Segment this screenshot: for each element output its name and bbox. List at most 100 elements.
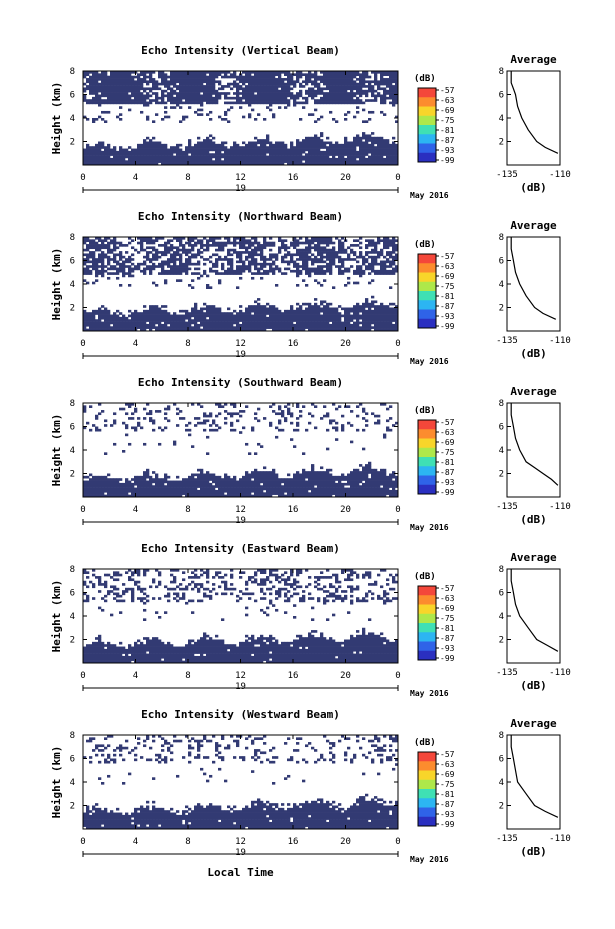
echo-cell — [209, 328, 213, 332]
echo-cell — [248, 115, 252, 119]
echo-cell — [380, 314, 384, 318]
echo-cell — [173, 75, 177, 79]
echo-cell — [290, 162, 294, 166]
echo-cell — [377, 312, 381, 315]
echo-cell — [275, 71, 279, 74]
echo-cell — [275, 319, 279, 322]
echo-cell — [128, 85, 132, 88]
echo-cell — [137, 148, 141, 152]
avg-x-tick-label: -135 — [496, 170, 518, 180]
echo-cell — [110, 424, 114, 427]
echo-cell — [116, 71, 120, 74]
echo-cell — [119, 258, 123, 261]
echo-cell — [164, 251, 168, 254]
echo-cell — [341, 160, 345, 163]
echo-cell — [263, 99, 267, 102]
echo-cell — [197, 153, 201, 156]
echo-cell — [176, 267, 180, 271]
echo-cell — [197, 241, 201, 245]
echo-cell — [377, 150, 381, 154]
echo-cell — [221, 153, 225, 156]
echo-cell — [311, 75, 315, 79]
echo-cell — [380, 153, 384, 156]
echo-cell — [137, 157, 141, 161]
echo-cell — [356, 272, 360, 275]
echo-cell — [125, 492, 129, 495]
echo-cell — [374, 99, 378, 102]
echo-cell — [281, 319, 285, 322]
echo-cell — [227, 153, 231, 156]
echo-cell — [323, 314, 327, 318]
echo-cell — [227, 162, 231, 166]
echo-cell — [122, 80, 126, 84]
echo-cell — [272, 99, 276, 102]
echo-cell — [164, 426, 168, 430]
echo-cell — [95, 323, 99, 327]
echo-cell — [341, 99, 345, 102]
echo-cell — [386, 157, 390, 161]
echo-cell — [350, 101, 354, 105]
echo-cell — [284, 85, 288, 88]
echo-cell — [353, 307, 357, 311]
echo-cell — [374, 255, 378, 259]
echo-cell — [200, 157, 204, 161]
echo-cell — [347, 146, 351, 149]
echo-cell — [383, 241, 387, 245]
echo-cell — [281, 239, 285, 242]
echo-cell — [128, 101, 132, 105]
echo-cell — [311, 326, 315, 329]
echo-cell — [128, 269, 132, 273]
echo-cell — [155, 82, 159, 86]
echo-cell — [89, 71, 93, 74]
echo-cell — [356, 71, 360, 74]
echo-cell — [188, 248, 192, 252]
echo-cell — [143, 478, 147, 481]
echo-cell — [266, 269, 270, 273]
echo-cell — [263, 262, 267, 266]
echo-cell — [104, 319, 108, 322]
echo-cell — [188, 260, 192, 264]
echo-cell — [143, 326, 147, 329]
echo-cell — [95, 87, 99, 91]
echo-cell — [299, 309, 303, 313]
echo-cell — [164, 244, 168, 247]
colorbar-segment — [418, 281, 436, 292]
echo-cell — [203, 312, 207, 315]
echo-cell — [269, 78, 273, 81]
echo-cell — [392, 260, 396, 264]
echo-cell — [95, 312, 99, 315]
echo-cell — [131, 319, 135, 322]
echo-cell — [389, 92, 393, 95]
echo-cell — [155, 113, 159, 116]
echo-cell — [95, 272, 99, 275]
echo-cell — [374, 251, 378, 254]
echo-cell — [353, 141, 357, 145]
echo-cell — [221, 92, 225, 95]
echo-cell — [380, 305, 384, 308]
echo-cell — [188, 478, 192, 481]
echo-cell — [245, 248, 249, 252]
echo-cell — [383, 326, 387, 329]
echo-cell — [110, 239, 114, 242]
echo-cell — [170, 239, 174, 242]
echo-cell — [323, 305, 327, 308]
echo-cell — [146, 412, 150, 416]
echo-cell — [119, 241, 123, 245]
echo-cell — [155, 309, 159, 313]
echo-cell — [110, 101, 114, 105]
echo-cell — [110, 478, 114, 481]
echo-cell — [206, 239, 210, 242]
echo-cell — [83, 489, 87, 493]
echo-cell — [113, 258, 117, 261]
echo-cell — [329, 85, 333, 88]
echo-cell — [218, 150, 222, 154]
echo-cell — [383, 82, 387, 86]
echo-cell — [119, 153, 123, 156]
echo-cell — [359, 153, 363, 156]
echo-cell — [392, 141, 396, 145]
echo-cell — [158, 244, 162, 247]
echo-cell — [92, 80, 96, 84]
echo-cell — [188, 139, 192, 142]
echo-cell — [308, 272, 312, 275]
echo-cell — [248, 89, 252, 93]
